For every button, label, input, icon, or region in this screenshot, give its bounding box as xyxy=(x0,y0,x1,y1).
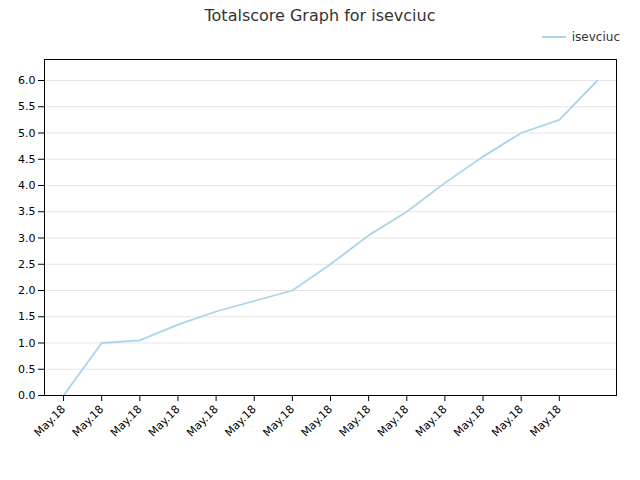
svg-text:May.18: May.18 xyxy=(413,403,450,440)
svg-text:6.0: 6.0 xyxy=(18,74,36,87)
svg-text:3.5: 3.5 xyxy=(18,205,36,218)
svg-text:2.0: 2.0 xyxy=(18,284,36,297)
svg-text:0.0: 0.0 xyxy=(18,389,36,402)
svg-text:May.18: May.18 xyxy=(299,403,336,440)
svg-text:May.18: May.18 xyxy=(489,403,526,440)
svg-text:May.18: May.18 xyxy=(337,403,374,440)
svg-text:May.18: May.18 xyxy=(70,403,107,440)
svg-text:May.18: May.18 xyxy=(260,403,297,440)
svg-text:May.18: May.18 xyxy=(222,403,259,440)
svg-text:5.0: 5.0 xyxy=(18,127,36,140)
svg-text:2.5: 2.5 xyxy=(18,258,36,271)
svg-text:May.18: May.18 xyxy=(184,403,221,440)
svg-text:4.0: 4.0 xyxy=(18,179,36,192)
svg-text:1.0: 1.0 xyxy=(18,337,36,350)
svg-text:May.18: May.18 xyxy=(527,403,564,440)
svg-text:May.18: May.18 xyxy=(451,403,488,440)
html-text:isevciuc: isevciuc xyxy=(571,30,620,44)
svg-text:1.5: 1.5 xyxy=(18,310,36,323)
svg-text:4.5: 4.5 xyxy=(18,153,36,166)
html-text:Totalscore Graph for isevciuc: Totalscore Graph for isevciuc xyxy=(204,6,436,25)
svg-text:3.0: 3.0 xyxy=(18,232,36,245)
svg-text:May.18: May.18 xyxy=(108,403,145,440)
svg-text:May.18: May.18 xyxy=(146,403,183,440)
svg-text:May.18: May.18 xyxy=(375,403,412,440)
svg-text:5.5: 5.5 xyxy=(18,100,36,113)
svg-text:May.18: May.18 xyxy=(32,403,69,440)
svg-text:0.5: 0.5 xyxy=(18,363,36,376)
